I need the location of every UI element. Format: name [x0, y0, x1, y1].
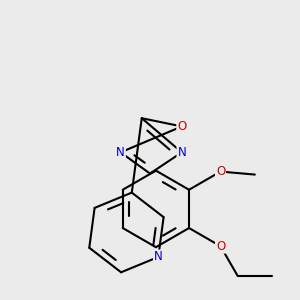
Text: N: N [154, 250, 163, 263]
Text: O: O [216, 165, 225, 178]
Text: O: O [216, 240, 225, 253]
Text: N: N [116, 146, 125, 159]
Text: O: O [177, 120, 186, 133]
Text: N: N [177, 146, 186, 159]
